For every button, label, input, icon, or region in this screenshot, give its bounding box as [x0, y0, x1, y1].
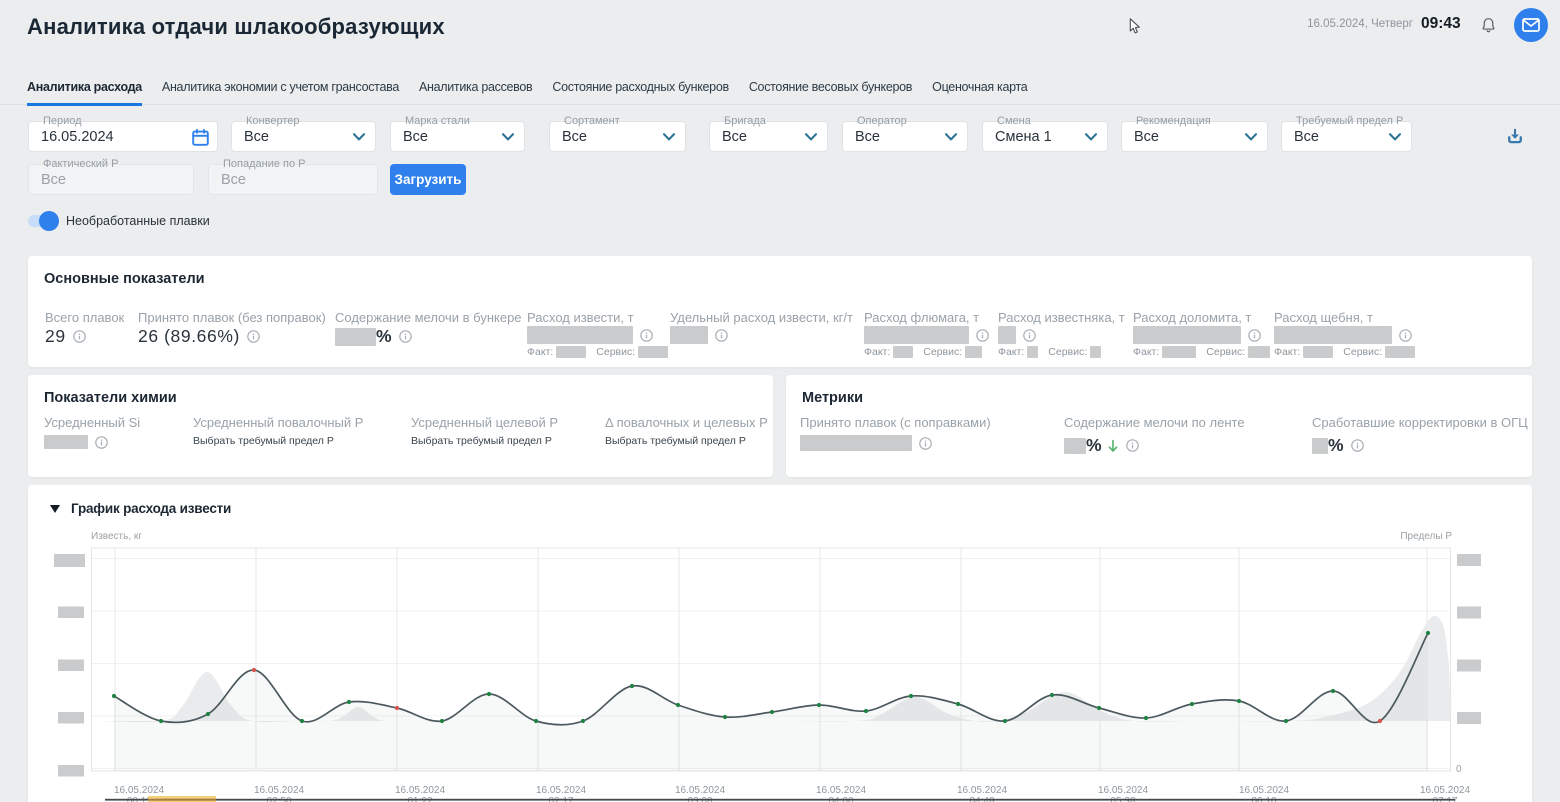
svg-text:Известь, кг: Известь, кг: [91, 531, 142, 542]
svg-text:16.05.2024: 16.05.2024: [1420, 785, 1470, 796]
svg-text:16.05.2024: 16.05.2024: [957, 785, 1007, 796]
svg-text:16.05.2024: 16.05.2024: [114, 785, 164, 796]
svg-text:16.05.2024: 16.05.2024: [675, 785, 725, 796]
svg-text:16.05.2024: 16.05.2024: [395, 785, 445, 796]
svg-text:16.05.2024: 16.05.2024: [254, 785, 304, 796]
svg-text:16.05.2024: 16.05.2024: [1098, 785, 1148, 796]
svg-text:16.05.2024: 16.05.2024: [1239, 785, 1289, 796]
svg-text:16.05.2024: 16.05.2024: [536, 785, 586, 796]
svg-text:0: 0: [1456, 764, 1462, 775]
svg-text:Пределы P: Пределы P: [1400, 531, 1452, 542]
svg-text:16.05.2024: 16.05.2024: [816, 785, 866, 796]
